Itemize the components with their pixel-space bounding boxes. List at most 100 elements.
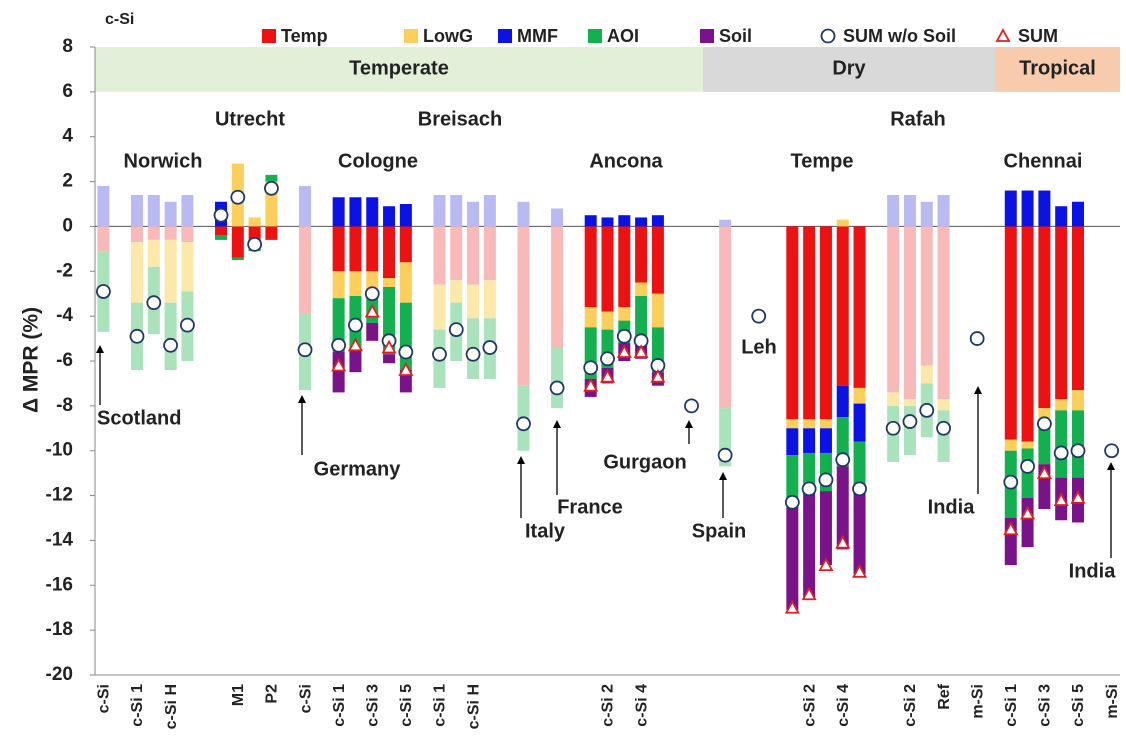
sum-triangle: [784, 599, 800, 614]
arrow-head: [553, 420, 561, 428]
sum-circle: [784, 494, 800, 510]
sum-triangle: [1070, 489, 1086, 504]
sum-circle: [516, 416, 531, 432]
bar-segment: [399, 262, 412, 303]
sum-triangle: [1003, 521, 1019, 536]
bar-segment: [853, 226, 866, 388]
bar-segment: [584, 307, 597, 328]
bar-segment: [635, 295, 648, 346]
bar-segment: [483, 226, 496, 281]
bar-segment: [786, 428, 799, 456]
x-tick-label: c-Si 3: [364, 684, 381, 727]
bar-segment: [383, 354, 396, 364]
arrow-head: [719, 472, 727, 480]
bar-segment: [836, 385, 849, 418]
sum-triangle: [331, 357, 347, 372]
annotation: Rafah: [890, 108, 946, 130]
bar-segment: [231, 257, 244, 261]
x-tick-label: c-Si 1: [331, 684, 348, 727]
bar-segment: [1004, 439, 1017, 451]
sum-circle: [96, 284, 111, 299]
sum-circle: [1070, 443, 1086, 459]
sum-circle: [247, 236, 263, 252]
sum-triangle: [599, 368, 616, 383]
bar-segment: [853, 387, 866, 404]
bar-segment: [601, 311, 614, 330]
y-tick-label: -4: [56, 305, 73, 326]
bar-segment: [651, 226, 664, 294]
bar-segment: [786, 226, 799, 420]
annotation: Spain: [692, 520, 746, 542]
bar-segment: [265, 174, 278, 182]
sum-triangle: [801, 586, 817, 601]
bar-segment: [1004, 190, 1017, 227]
annotation: France: [557, 496, 623, 518]
bar-segment: [651, 215, 664, 227]
region-band: [95, 47, 703, 92]
y-tick-label: 2: [62, 171, 73, 192]
sum-triangle: [835, 534, 851, 549]
bar-segment: [836, 226, 849, 386]
sum-circle: [348, 317, 363, 333]
bar-segment: [181, 195, 194, 227]
sum-triangle: [616, 344, 632, 358]
arrow-head: [974, 386, 982, 394]
bar-segment: [349, 271, 362, 296]
sum-triangle: [852, 563, 868, 578]
legend-label: Temp: [281, 26, 328, 46]
arrow-head: [517, 456, 525, 464]
sum-circle: [583, 360, 599, 376]
bar-segment: [332, 352, 345, 393]
region-label: Temperate: [349, 58, 449, 80]
bar-segment: [1055, 410, 1068, 478]
x-tick-label: c-Si H: [465, 684, 482, 729]
region-band: [703, 47, 995, 92]
sum-circle: [1003, 474, 1019, 490]
legend-label: AOI: [607, 26, 639, 46]
bar-segment: [635, 226, 648, 283]
x-tick-label: m-Si: [969, 684, 986, 719]
legend-swatch: [498, 29, 512, 43]
annotation: Breisach: [418, 108, 503, 130]
arrow-head: [96, 345, 104, 353]
x-tick-label: c-Si 3: [1037, 684, 1054, 727]
bar-segment: [483, 195, 496, 227]
x-tick-label: c-Si: [96, 684, 113, 713]
annotation: Gurgaon: [603, 451, 686, 473]
bar-segment: [551, 208, 564, 227]
bar-segment: [887, 392, 900, 406]
sum-triangle: [364, 303, 380, 318]
bar-segment: [786, 419, 799, 429]
bar-segment: [719, 219, 732, 227]
bar-segment: [349, 226, 362, 272]
bar-segment: [366, 226, 379, 272]
sum-circle: [163, 337, 179, 353]
panel-label: c-Si: [105, 11, 134, 28]
bar-segment: [719, 226, 732, 409]
bar-segment: [803, 428, 816, 453]
sum-triangle: [818, 557, 834, 571]
y-tick-label: -20: [46, 664, 73, 685]
sum-circle: [230, 189, 246, 205]
bar-segment: [349, 197, 362, 227]
y-tick-label: 4: [62, 126, 73, 147]
bar-segment: [1071, 390, 1084, 411]
annotation: Ancona: [589, 150, 663, 172]
bar-segment: [819, 491, 832, 566]
bar-segment: [618, 215, 631, 227]
region-band: [995, 47, 1120, 92]
bar-segment: [248, 217, 261, 227]
bar-segment: [299, 226, 312, 314]
bar-segment: [1055, 399, 1068, 411]
x-tick-label: P2: [264, 684, 281, 704]
bar-segment: [147, 195, 160, 227]
legend-label: SUM: [1018, 26, 1058, 46]
annotation: Scotland: [97, 407, 181, 429]
sum-circle: [919, 402, 935, 418]
bar-segment: [265, 226, 278, 240]
bar-segment: [1021, 441, 1034, 449]
bar-segment: [853, 441, 866, 492]
bar-segment: [601, 217, 614, 227]
sum-circle: [1104, 443, 1119, 459]
bar-segment: [467, 284, 480, 319]
